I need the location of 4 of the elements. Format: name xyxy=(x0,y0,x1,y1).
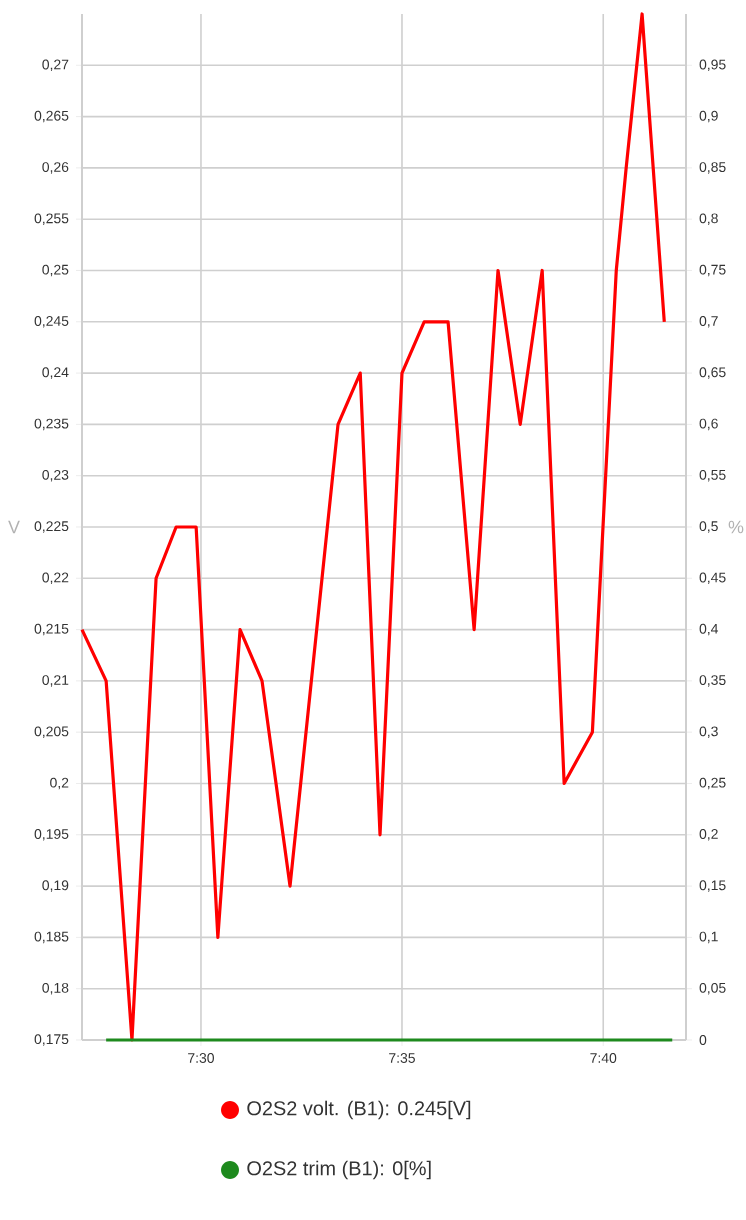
y-axis-title: V xyxy=(8,520,20,534)
legend-label: O2S2 volt. (B1): 0.245[V] xyxy=(247,1100,471,1120)
y2-axis-title: % xyxy=(728,520,744,534)
legend-label: O2S2 trim (B1): 0[%] xyxy=(247,1160,431,1180)
